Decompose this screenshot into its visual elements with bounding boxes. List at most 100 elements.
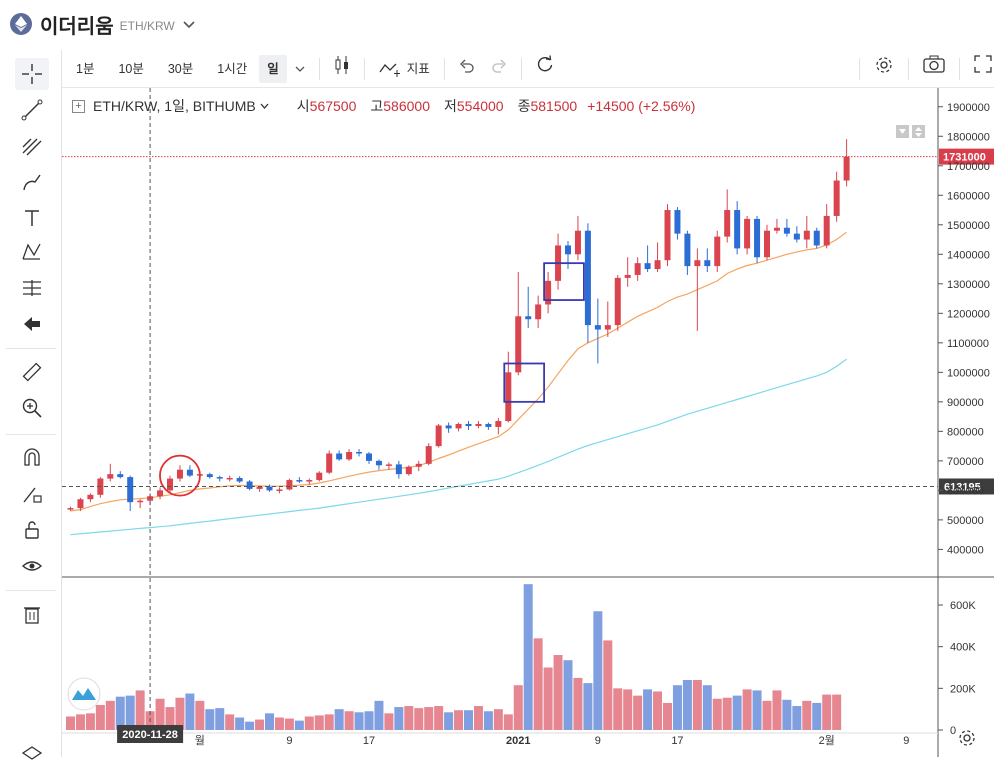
legend-chevron-icon[interactable] — [260, 101, 269, 112]
candle-body — [744, 218, 751, 249]
volume-bar — [523, 584, 533, 730]
volume-bar — [792, 706, 802, 730]
candle — [535, 295, 542, 329]
price-tick-label: 700000 — [947, 456, 984, 468]
price-tick-label: 1300000 — [947, 279, 990, 291]
volume-bar — [404, 706, 414, 730]
candle-body — [783, 227, 790, 234]
volume-bar — [553, 655, 563, 730]
candle-body — [236, 477, 243, 482]
refresh-icon[interactable] — [528, 54, 562, 83]
ma-short-line — [70, 231, 847, 512]
candle-body — [604, 325, 611, 330]
interval-10m[interactable]: 10분 — [118, 61, 144, 76]
interval-dropdown-icon[interactable] — [287, 55, 313, 83]
candle — [565, 241, 571, 270]
indicator-button[interactable]: 지표 — [371, 55, 438, 83]
volume-bar — [822, 694, 832, 730]
legend-open-label: 시 — [296, 98, 310, 114]
candle — [783, 218, 790, 237]
interval-30m[interactable]: 30분 — [167, 61, 194, 76]
chevron-down-icon[interactable] — [183, 18, 195, 32]
interval-1m[interactable]: 1분 — [76, 61, 95, 76]
volume-bar — [265, 713, 274, 730]
price-tick-label: 600000 — [947, 485, 984, 497]
interval-1d[interactable]: 일 — [259, 54, 287, 83]
candle-body — [505, 372, 512, 422]
volume-bar — [135, 690, 145, 730]
layers-icon[interactable] — [15, 738, 49, 770]
fullscreen-icon[interactable] — [966, 54, 994, 83]
price-tick-label: 800000 — [947, 426, 984, 438]
candle-body — [137, 500, 144, 503]
price-chart[interactable]: 1731000 613195 2020-11-28 400000 500000 6000… — [62, 88, 994, 757]
volume-bar — [503, 714, 513, 730]
annotation-circle — [159, 454, 201, 497]
volume-bar — [155, 698, 165, 730]
candle — [127, 475, 134, 512]
volume-bar — [682, 680, 692, 730]
measure-icon[interactable] — [15, 272, 49, 304]
magnet-icon[interactable] — [15, 442, 49, 474]
candle — [515, 272, 522, 376]
undo-icon[interactable] — [451, 55, 483, 83]
back-arrow-icon[interactable] — [15, 308, 49, 340]
legend-pair[interactable]: ETH/KRW, 1일, BITHUMB — [93, 98, 256, 114]
candle-type-icon[interactable] — [326, 55, 358, 83]
brush-icon[interactable] — [15, 166, 49, 198]
trendline-icon[interactable] — [15, 94, 49, 126]
chart-toolbar: 1분 10분 30분 1시간 일 지표 — [62, 50, 994, 88]
candle — [724, 189, 731, 243]
candle-body — [664, 210, 671, 261]
crosshair-price-label: 613195 — [944, 481, 981, 493]
candle-body — [415, 463, 422, 467]
candle-body — [754, 218, 761, 258]
text-icon[interactable] — [15, 202, 49, 234]
logo-icon — [72, 688, 96, 700]
interval-1h[interactable]: 1시간 — [217, 61, 248, 76]
candle-body — [395, 464, 402, 475]
zoom-in-icon[interactable] — [15, 392, 49, 424]
settings-icon[interactable] — [866, 55, 902, 83]
ruler-icon[interactable] — [15, 356, 49, 388]
candle-body — [644, 263, 651, 270]
candle-body — [515, 316, 522, 373]
volume-bar — [513, 685, 523, 730]
candle — [604, 301, 611, 337]
candle-body — [375, 460, 382, 466]
camera-icon[interactable] — [915, 55, 953, 83]
redo-icon[interactable] — [483, 55, 515, 83]
candle — [485, 422, 492, 430]
crosshair-date-badge — [117, 725, 184, 743]
candle-body — [176, 469, 183, 479]
candle-body — [634, 263, 641, 275]
eye-icon[interactable] — [15, 550, 49, 582]
candle — [833, 171, 840, 222]
unlock-icon[interactable] — [15, 514, 49, 546]
volume-bar — [742, 689, 752, 730]
candle-body — [246, 481, 253, 489]
candle-body — [475, 423, 482, 427]
candle — [684, 230, 691, 275]
price-tick-label: 1700000 — [947, 161, 990, 173]
crosshair-icon[interactable] — [15, 58, 49, 90]
lock-pen-icon[interactable] — [15, 478, 49, 510]
volume-tick-label: 600K — [950, 600, 976, 612]
candle — [644, 245, 651, 273]
candle — [435, 423, 442, 448]
candle — [286, 478, 293, 491]
coin-title: 이더리움 — [40, 15, 114, 38]
fib-icon[interactable] — [15, 130, 49, 162]
volume-bar — [255, 719, 265, 730]
chart-canvas[interactable]: 1731000 613195 2020-11-28 400000 500000 6000… — [62, 88, 994, 757]
trash-icon[interactable] — [15, 598, 49, 630]
coin-header[interactable]: 이더리움 ETH/KRW — [0, 0, 994, 48]
volume-bar — [454, 710, 464, 730]
candle-body — [764, 230, 770, 258]
volume-bar — [573, 677, 583, 730]
expand-legend-icon[interactable]: + — [72, 99, 85, 113]
candle-body — [87, 494, 94, 500]
drawing-toolbar — [0, 50, 62, 760]
pattern-icon[interactable] — [15, 236, 49, 268]
candle — [694, 248, 701, 332]
